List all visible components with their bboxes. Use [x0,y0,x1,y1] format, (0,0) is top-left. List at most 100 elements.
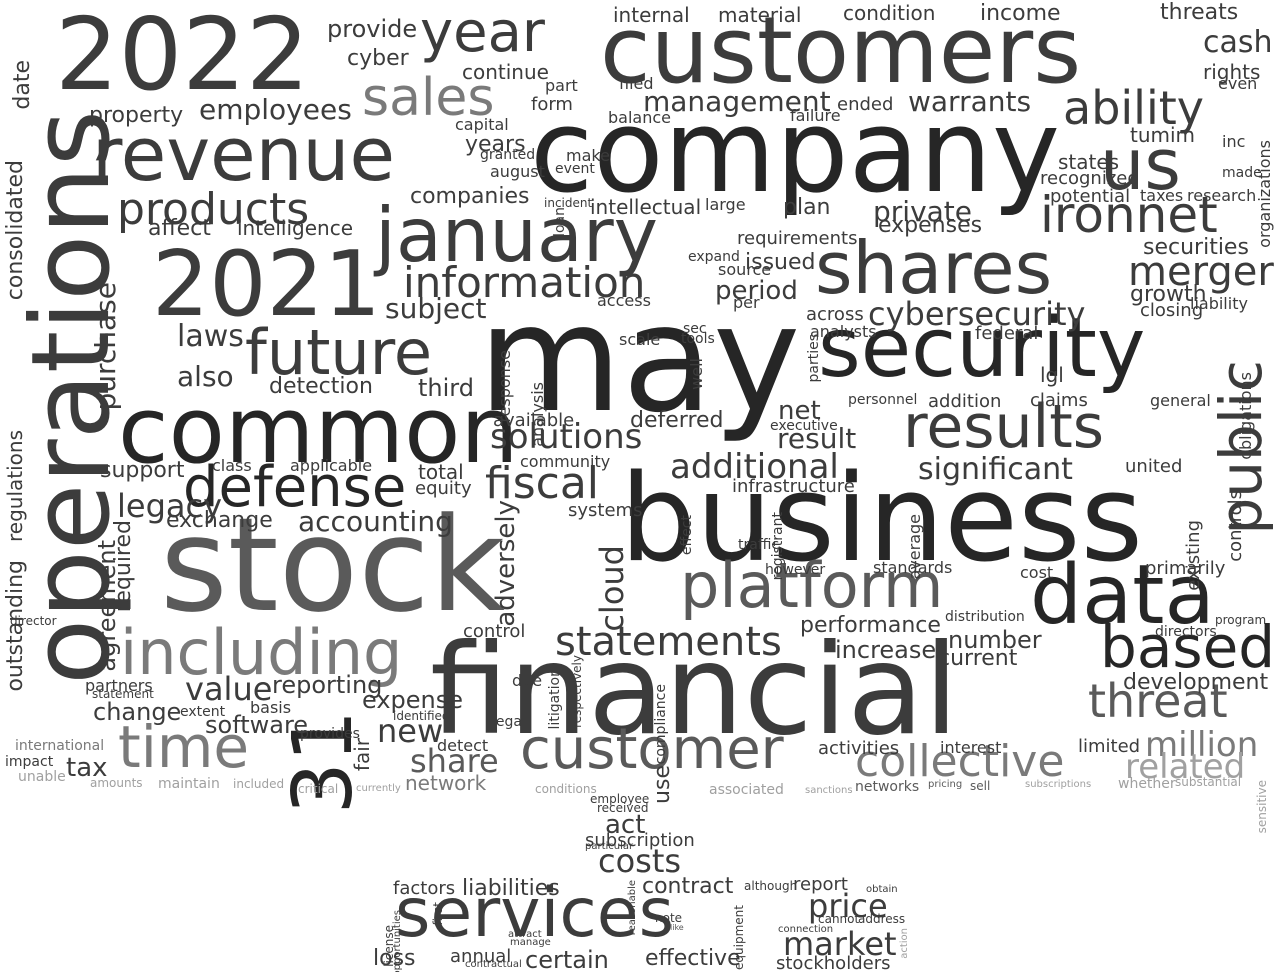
cloud-word-based: based [1100,613,1276,681]
cloud-word-granted: granted [480,147,536,163]
cloud-word-income: income [980,1,1061,26]
cloud-word-interest: interest [940,738,1002,757]
cloud-word-ability: ability [1063,81,1204,135]
cloud-word-new: new [377,712,444,750]
cloud-word-incident: incident [544,196,593,210]
cloud-word-act: act [605,810,646,840]
cloud-word-development: development [1123,670,1269,695]
cloud-word-included: included [233,777,285,791]
cloud-word-including: including [120,616,403,689]
cloud-word-companies: companies [410,184,530,209]
cloud-word-report: report [793,874,848,895]
cloud-word-material: material [718,3,802,27]
cloud-word-use: use [650,765,675,804]
cloud-word-activities: activities [818,738,900,759]
cloud-word-internal: internal [613,3,690,27]
cloud-word-defense: defense [183,455,407,520]
cloud-word-data: data [1030,548,1215,643]
cloud-word-fair: fair [350,738,374,772]
cloud-word-pricing: pricing [928,779,963,790]
cloud-word-collective: collective [855,736,1065,787]
cloud-word-employees: employees [199,93,352,126]
cloud-word-parties: parties [806,334,822,383]
cloud-word-year: year [420,0,545,65]
cloud-word-united: united [1125,456,1183,477]
cloud-word-costs: costs [598,842,682,880]
cloud-word-warrants: warrants [908,85,1032,118]
cloud-word-cyber: cyber [347,46,409,71]
cloud-word-provides: provides [300,726,360,742]
cloud-word-annual: annual [450,946,512,967]
cloud-word-partners: partners [85,676,153,695]
cloud-word-lgl: lgl [1040,363,1064,387]
cloud-word-first: first [431,902,445,926]
cloud-word-company: company [530,85,1061,219]
cloud-word-financial: financial [430,618,959,763]
cloud-word-networks: networks [855,779,920,795]
cloud-word-program: program [1215,613,1267,627]
cloud-word-employee: employee [590,792,650,806]
cloud-word-action: action [899,928,910,959]
cloud-word-years: years [465,132,526,157]
cloud-word-expenses: expenses [878,213,983,238]
cloud-word-organizations: organizations [1255,140,1274,248]
cloud-word-requirements: requirements [737,228,858,249]
cloud-word-tools: tools [681,331,715,347]
cloud-word-2021: 2021 [152,232,382,337]
cloud-word-future: future [245,316,432,389]
cloud-word-standards: standards [873,558,953,577]
cloud-word-affect: affect [148,216,211,241]
cloud-word-applicable: applicable [290,456,373,475]
cloud-word-statements: statements [555,619,782,665]
cloud-word-time: time [118,713,250,781]
cloud-word-attract: attract [508,929,542,940]
cloud-word-software: software [205,711,309,739]
cloud-word-additional: additional [670,447,839,487]
cloud-word-critical: critical [298,782,339,796]
cloud-word-may: may [478,273,801,445]
cloud-word-ended: ended [837,94,894,115]
cloud-word-january: january [375,191,659,279]
cloud-word-well: well [687,358,706,390]
cloud-word-information: information [403,258,646,307]
cloud-word-liability: liability [1190,294,1248,313]
cloud-word-us: us [1100,124,1181,206]
cloud-word-failure: failure [790,106,841,125]
cloud-word-make: make [566,146,610,165]
cloud-word-substantial: substantial [1175,775,1242,789]
cloud-word-statement: statement [92,687,154,701]
cloud-word-plan: plan [783,195,831,220]
cloud-word-period: period [715,276,798,306]
cloud-word-obligations: obligations [1236,372,1255,460]
cloud-word-traffic: traffic [738,537,780,553]
cloud-word-maintain: maintain [158,776,220,792]
cloud-word-2022: 2022 [55,0,310,113]
cloud-word-existing: existing [1183,520,1204,591]
cloud-word-business: business [620,450,1144,589]
cloud-word-subscriptions: subscriptions [1025,779,1092,790]
cloud-word-primarily: primarily [1145,558,1226,579]
cloud-word-part: part [545,76,578,95]
cloud-word-opportunities: opportunities [392,910,403,972]
cloud-word-infrastructure: infrastructure [732,476,855,497]
cloud-word-like: like [670,923,684,932]
cloud-word-equipment: equipment [732,905,746,970]
cloud-word-accounting: accounting [298,505,453,538]
cloud-word-available: available [493,410,575,431]
cloud-word-received: received [597,801,649,815]
cloud-word-liabilities: liabilities [462,876,560,901]
cloud-word-expense: expense [362,686,464,714]
cloud-word-sanctions: sanctions [805,785,853,796]
cloud-word-directors: directors [1155,624,1217,640]
cloud-word-subject: subject [385,292,487,325]
cloud-word-international: international [15,738,105,754]
cloud-word-due: due [512,671,543,690]
cloud-word-private: private [873,195,972,228]
cloud-word-taxes: taxes [1140,186,1184,205]
cloud-word-note: note [655,911,683,925]
cloud-word-million: million [1145,725,1259,765]
cloud-word-provide: provide [327,15,418,43]
cloud-word-threats: threats [1160,0,1239,25]
cloud-word-effective: effective [645,946,741,971]
cloud-word-basis: basis [250,698,292,717]
